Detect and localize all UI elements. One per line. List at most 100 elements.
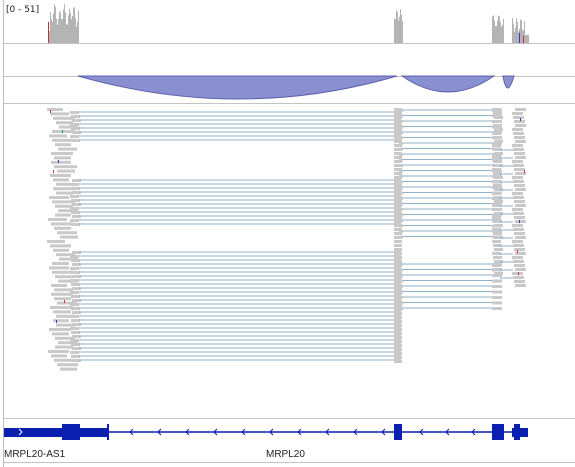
coverage-bar [78, 10, 79, 44]
aligned-read [49, 134, 67, 138]
coverage-bar [397, 11, 398, 43]
aligned-read [515, 236, 526, 239]
aligned-read [60, 235, 78, 239]
gene-label-mrpl20[interactable]: MRPL20 [266, 449, 305, 460]
aligned-read [394, 216, 402, 219]
split-read-block [72, 275, 81, 278]
split-read-block [492, 274, 502, 277]
aligned-read [492, 180, 501, 183]
coverage-bar [74, 7, 75, 44]
split-read-block [399, 224, 403, 228]
aligned-read [515, 284, 526, 287]
aligned-read [492, 240, 501, 243]
junction-arc[interactable] [77, 75, 398, 100]
coverage-bar [401, 14, 402, 43]
split-read-block [70, 123, 79, 126]
aligned-read [394, 256, 402, 259]
aligned-read [53, 248, 69, 252]
aligned-read [394, 320, 402, 323]
aligned-read [492, 156, 501, 159]
aligned-read [58, 341, 78, 345]
split-read-block [70, 303, 79, 306]
exon-block [514, 424, 520, 440]
read-mismatch [53, 170, 54, 173]
aligned-read [494, 236, 503, 239]
split-read-block [399, 175, 403, 178]
aligned-read [54, 165, 77, 169]
aligned-read [394, 192, 402, 195]
aligned-read [394, 304, 402, 307]
split-read-block [492, 285, 502, 288]
aligned-read [512, 160, 523, 163]
exon-block [62, 424, 80, 440]
split-read-block [399, 197, 403, 200]
coverage-bar [70, 12, 71, 43]
strand-arrow [419, 428, 424, 436]
aligned-read [52, 130, 75, 133]
aligned-read [494, 188, 503, 191]
aligned-read [53, 310, 71, 314]
coverage-bar [71, 19, 72, 43]
coverage-bar [500, 22, 501, 43]
aligned-read [394, 136, 402, 139]
aligned-read [54, 358, 73, 362]
coverage-bar [58, 18, 59, 43]
aligned-read [513, 148, 524, 151]
exon-block [107, 424, 109, 440]
junction-arcs [77, 75, 515, 100]
coverage-bar [493, 15, 494, 43]
coverage-bar [75, 18, 76, 43]
split-read-block [72, 251, 81, 254]
junction-arc[interactable] [400, 75, 496, 93]
read-mismatch [56, 320, 57, 323]
aligned-read [48, 350, 69, 353]
split-read-block [492, 296, 502, 299]
aligned-read [54, 156, 71, 160]
strand-arrow [445, 428, 450, 436]
coverage-bar [49, 31, 50, 43]
aligned-read [492, 216, 501, 219]
read-mismatch [58, 160, 59, 163]
split-read-block [72, 347, 81, 350]
aligned-read [493, 172, 502, 175]
coverage-bar [524, 21, 525, 43]
coverage-histogram [48, 3, 529, 44]
split-read-block [399, 180, 403, 184]
read-alignments [47, 108, 526, 371]
aligned-read [394, 288, 402, 291]
coverage-bar [515, 27, 516, 43]
junction-arc[interactable] [502, 75, 515, 89]
gene-label-mrpl20-as1[interactable]: MRPL20-AS1 [4, 449, 66, 460]
aligned-read [494, 248, 503, 251]
aligned-read [50, 174, 71, 177]
aligned-read [54, 288, 73, 292]
aligned-read [57, 231, 77, 235]
aligned-read [493, 148, 502, 151]
track-divider [4, 103, 575, 104]
read-mismatch [524, 170, 525, 173]
aligned-read [494, 140, 503, 143]
aligned-read [51, 222, 73, 226]
aligned-read [55, 345, 73, 349]
split-read-block [72, 287, 81, 290]
split-read-block [72, 263, 81, 266]
split-read-block [399, 290, 403, 294]
aligned-read [394, 108, 402, 111]
aligned-read [514, 168, 525, 171]
aligned-read [492, 192, 501, 195]
aligned-read [515, 220, 526, 223]
split-read-block [399, 120, 403, 123]
aligned-read [394, 196, 402, 199]
aligned-read [394, 244, 402, 247]
aligned-read [55, 204, 73, 208]
aligned-read [394, 172, 402, 175]
aligned-read [394, 156, 402, 159]
coverage-bar [52, 21, 53, 43]
aligned-read [513, 260, 524, 263]
split-read-block [72, 203, 81, 206]
aligned-read [53, 319, 69, 323]
split-read-block [72, 215, 81, 218]
coverage-bar [526, 35, 527, 43]
aligned-read [493, 268, 502, 271]
